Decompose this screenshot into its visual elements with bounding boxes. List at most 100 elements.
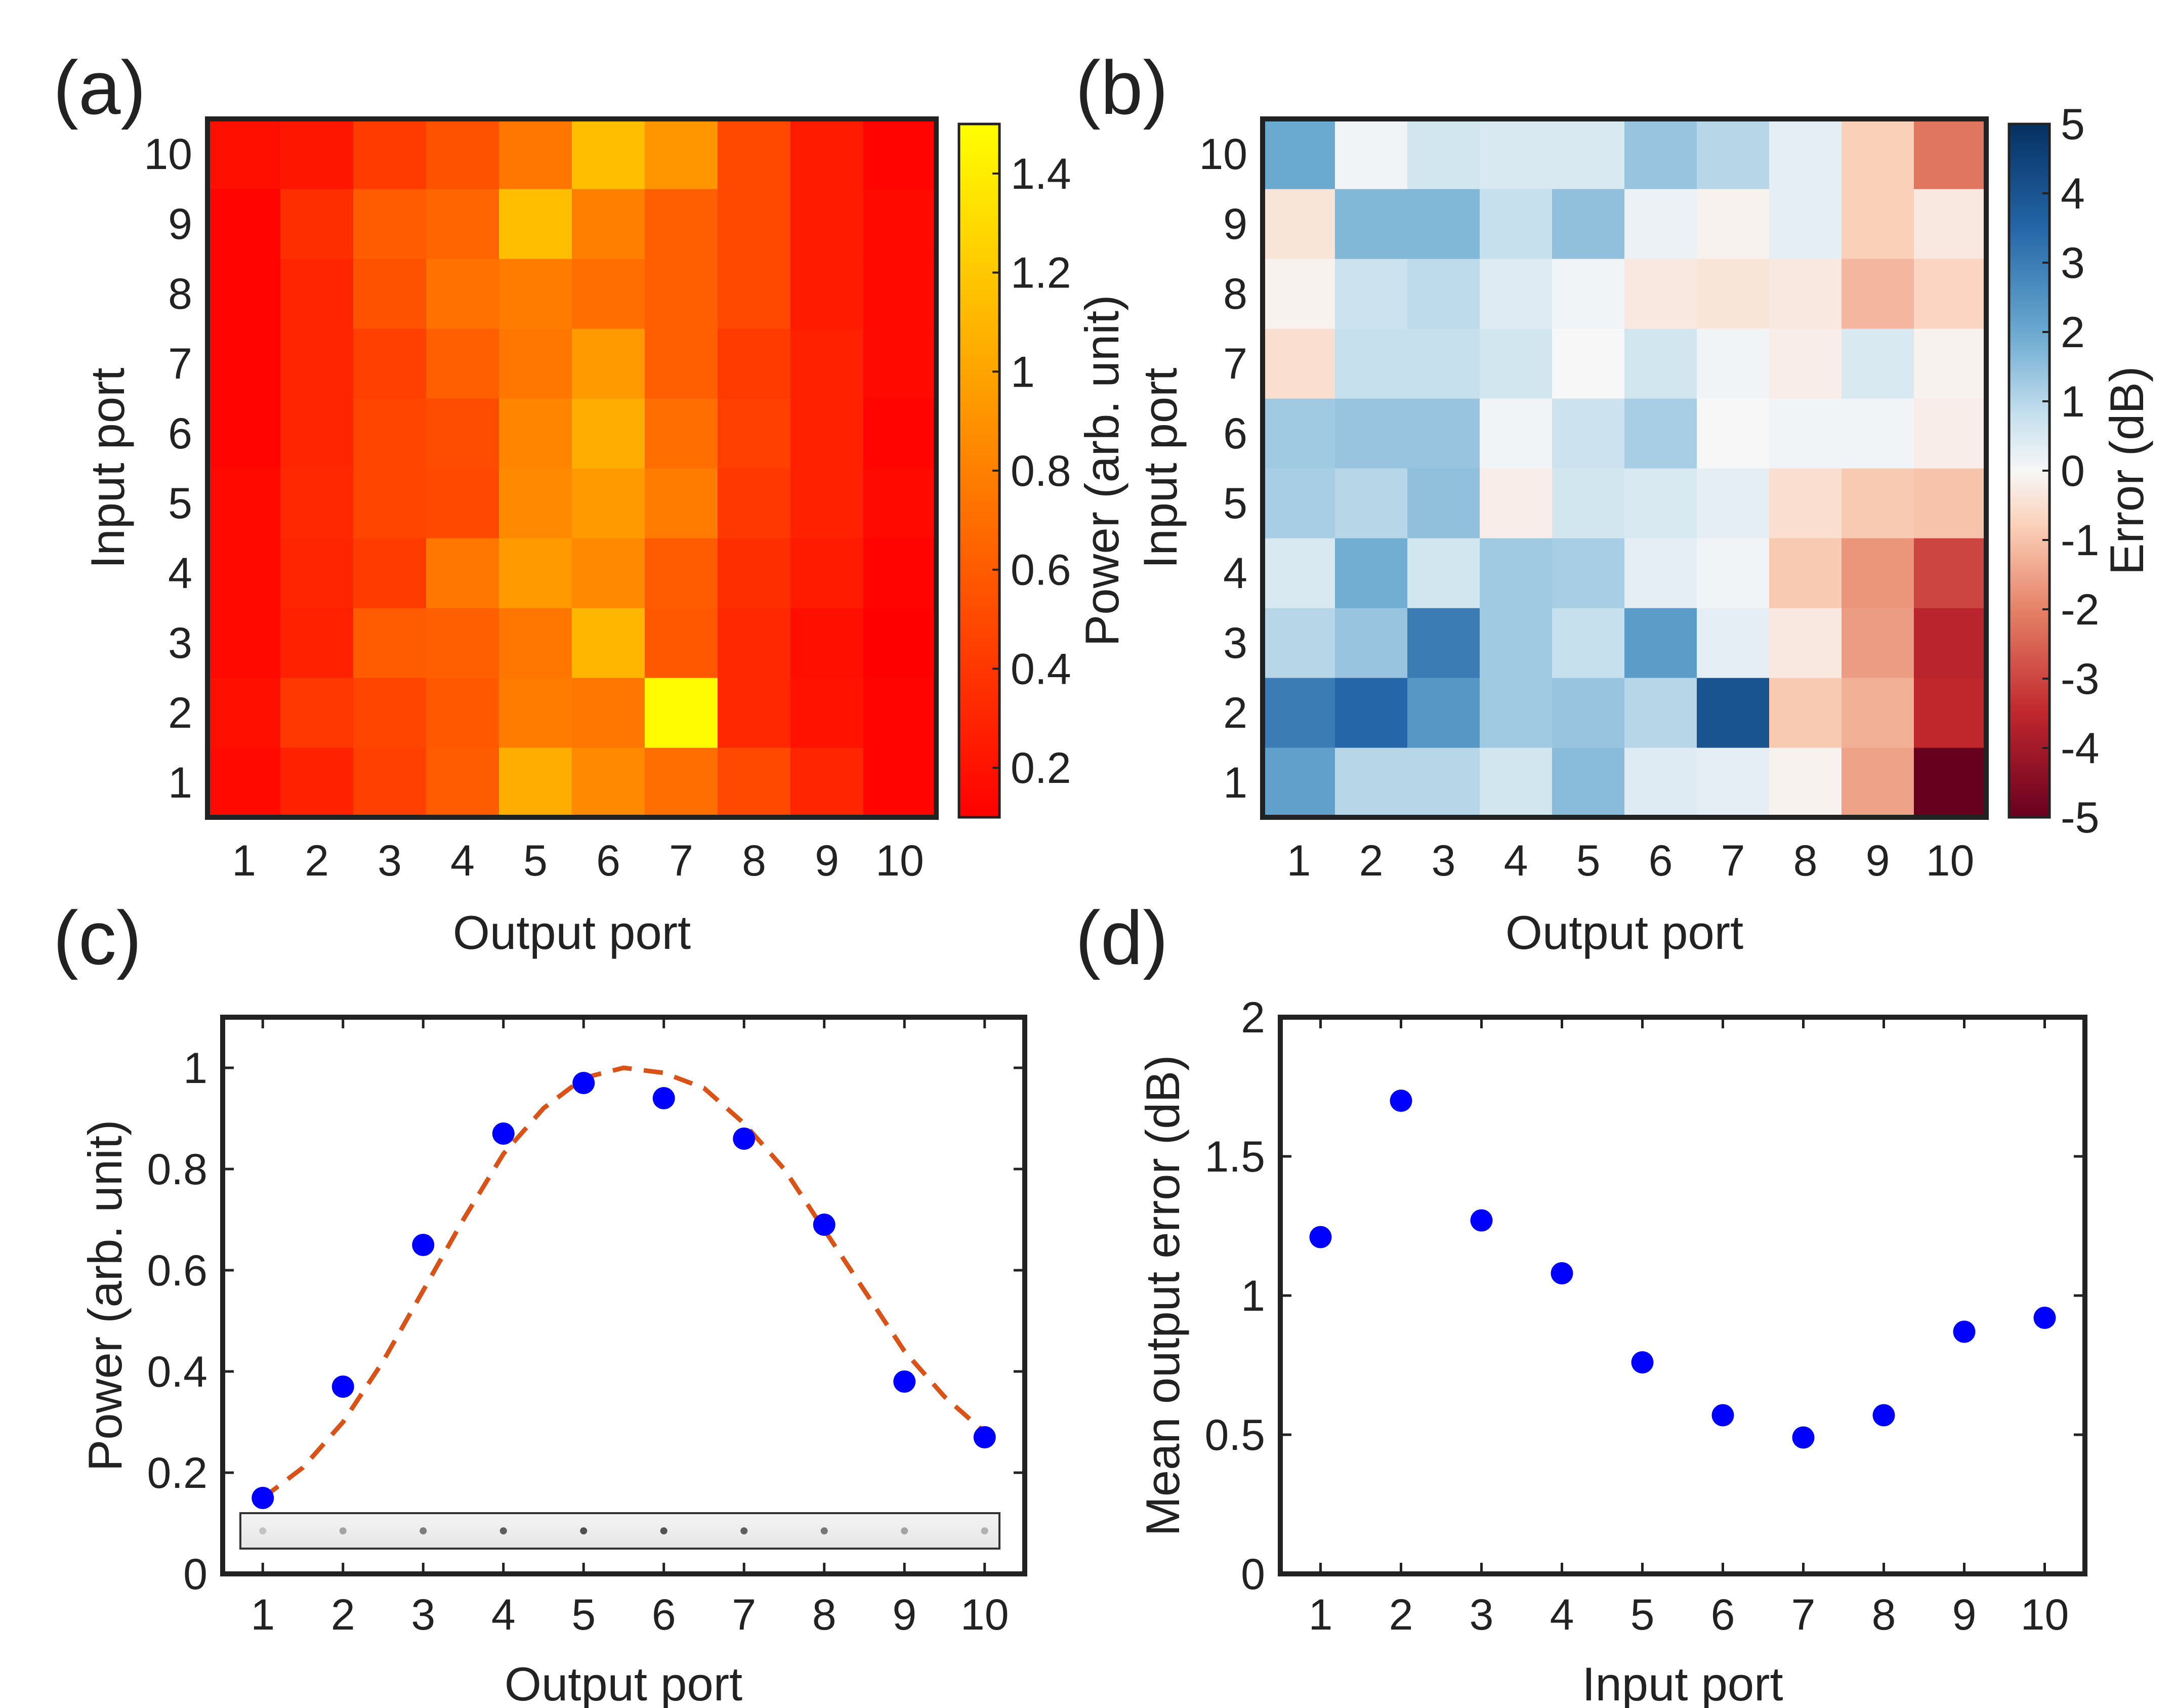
y-tick-label: 0 <box>183 1550 207 1599</box>
heatmap-cell <box>1407 398 1480 469</box>
x-tick-label: 2 <box>305 837 329 885</box>
colorbar-tick-label: 0.4 <box>1011 645 1071 693</box>
heatmap-cell <box>645 678 718 748</box>
heatmap-cell <box>645 538 718 608</box>
y-tick-label: 0.4 <box>147 1348 207 1396</box>
heatmap-cell <box>1624 189 1697 259</box>
heatmap-cell <box>1769 608 1842 678</box>
inset-spot <box>259 1527 267 1534</box>
heatmap-cell <box>1697 119 1770 189</box>
x-tick-label: 5 <box>1576 837 1601 885</box>
colorbar-tick-label: 4 <box>2061 170 2085 218</box>
heatmap-cell <box>790 538 864 608</box>
heatmap-cell <box>1769 119 1842 189</box>
heatmap-cell <box>1624 678 1697 748</box>
heatmap-cell <box>572 189 645 259</box>
heatmap-cell <box>1263 398 1335 469</box>
heatmap-cell <box>1263 468 1335 538</box>
y-tick-label: 2 <box>1223 689 1247 737</box>
y-tick-label: 0 <box>1241 1550 1265 1599</box>
heatmap-cell <box>1480 328 1553 399</box>
heatmap-cell <box>1769 189 1842 259</box>
data-point <box>1872 1404 1895 1427</box>
x-tick-label: 6 <box>596 837 620 885</box>
heatmap-cell <box>1624 608 1697 678</box>
heatmap-cell <box>645 468 718 538</box>
data-point <box>331 1376 354 1398</box>
heatmap-cell <box>207 538 281 608</box>
heatmap-cell <box>1552 468 1625 538</box>
heatmap-cell <box>280 119 354 189</box>
data-point <box>1792 1426 1815 1449</box>
heatmap-cell <box>207 747 281 818</box>
data-point <box>252 1487 274 1509</box>
y-tick-label: 0.8 <box>147 1145 207 1194</box>
heatmap-cell <box>863 538 937 608</box>
data-point <box>1953 1320 1976 1343</box>
heatmap-cell <box>1263 259 1335 329</box>
heatmap-cell <box>207 678 281 748</box>
heatmap-cell <box>1480 189 1553 259</box>
y-tick-label: 3 <box>1223 619 1247 668</box>
panel-label-c: (c) <box>53 895 142 980</box>
heatmap-cell <box>207 468 281 538</box>
heatmap-cell <box>1407 259 1480 329</box>
heatmap-cell <box>572 398 645 469</box>
heatmap-cell <box>790 747 864 818</box>
heatmap-cell <box>863 328 937 399</box>
heatmap-cell <box>718 747 791 818</box>
panel-a-xlabel: Output port <box>453 906 691 959</box>
heatmap-cell <box>1552 747 1625 818</box>
x-tick-label: 2 <box>1359 837 1384 885</box>
panel-c-ylabel: Power (arb. unit) <box>78 1120 132 1472</box>
heatmap-cell <box>1335 747 1408 818</box>
heatmap-cell <box>1335 259 1408 329</box>
heatmap-cell <box>718 328 791 399</box>
panel-c-axes: 1 2 3 4 5 6 7 8 9 10 0 0.2 0.4 0.6 0.8 1 <box>147 1017 1025 1639</box>
heatmap-cell <box>353 259 427 329</box>
x-tick-label: 7 <box>669 837 693 885</box>
inset-spot <box>660 1527 667 1534</box>
heatmap-cell <box>353 398 427 469</box>
heatmap-cell <box>1407 468 1480 538</box>
heatmap-cell <box>426 189 499 259</box>
heatmap-cell <box>1552 608 1625 678</box>
heatmap-cell <box>1914 538 1987 608</box>
x-tick-label: 10 <box>875 837 924 885</box>
data-point <box>973 1426 996 1448</box>
heatmap-cell <box>1407 608 1480 678</box>
heatmap-cell <box>718 259 791 329</box>
heatmap-cell <box>280 608 354 678</box>
heatmap-cell <box>572 608 645 678</box>
inset-spot <box>981 1527 988 1534</box>
heatmap-cell <box>1335 538 1408 608</box>
panel-a-ylabel: Input port <box>81 367 134 568</box>
heatmap-cell <box>645 119 718 189</box>
panel-b-frame <box>1260 116 1989 820</box>
heatmap-cell <box>718 119 791 189</box>
heatmap-cell <box>426 259 499 329</box>
heatmap-cell <box>1842 119 1914 189</box>
heatmap-cell <box>1624 328 1697 399</box>
x-tick-label: 8 <box>1793 837 1818 885</box>
y-tick-label: 9 <box>1223 200 1247 248</box>
heatmap-cell <box>1624 747 1697 818</box>
x-tick-label: 5 <box>1630 1591 1655 1639</box>
x-tick-label: 3 <box>411 1591 435 1639</box>
x-tick-label: 4 <box>1504 837 1528 885</box>
data-point <box>652 1087 675 1109</box>
heatmap-cell <box>1480 538 1553 608</box>
heatmap-cell <box>1480 678 1553 748</box>
heatmap-cell <box>1335 328 1408 399</box>
heatmap-cell <box>790 259 864 329</box>
heatmap-cell <box>718 468 791 538</box>
y-tick-label: 1.5 <box>1204 1133 1265 1181</box>
heatmap-cell <box>645 398 718 469</box>
heatmap-cell <box>1697 189 1770 259</box>
heatmap-cell <box>280 678 354 748</box>
heatmap-cell <box>1552 119 1625 189</box>
panel-label-a: (a) <box>53 45 146 130</box>
inset-spot <box>820 1527 828 1534</box>
heatmap-cell <box>1842 259 1914 329</box>
x-tick-label: 8 <box>812 1591 836 1639</box>
